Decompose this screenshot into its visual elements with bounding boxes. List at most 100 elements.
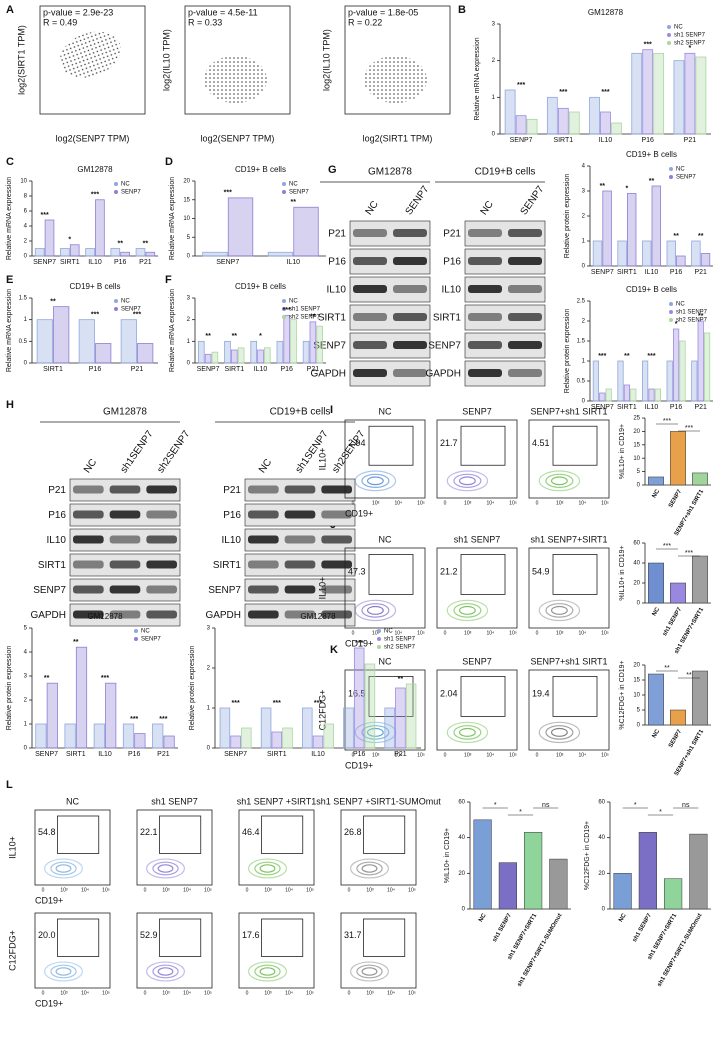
y-tick-label: 0 (637, 601, 641, 607)
significance: *** (133, 312, 141, 319)
contour (366, 727, 384, 737)
panel-label: H (6, 399, 14, 411)
band (248, 485, 279, 494)
flow-tick: 10⁴ (183, 990, 191, 996)
y-tick-label: 10 (20, 179, 27, 185)
y-tick-label: 3 (207, 626, 211, 632)
y-tick-label: 2.5 (577, 299, 586, 305)
x-tick-label: P21 (157, 751, 170, 758)
y-tick-label: 20 (633, 663, 640, 669)
flow-tick: 10³ (264, 990, 272, 996)
bar (95, 343, 112, 364)
contour (50, 861, 77, 876)
flow-title: sh1 SENP7 +SIRT1-SUMOmut (316, 796, 441, 806)
flow-tick: 10³ (464, 630, 472, 636)
flow-frame (34, 912, 111, 989)
bar (230, 735, 241, 749)
bar (241, 727, 252, 749)
y-tick-label: 60 (598, 800, 605, 806)
legend-label: NC (676, 302, 685, 308)
x-tick-label: SENP7 (35, 751, 58, 758)
flow-tick: 10⁴ (578, 630, 586, 636)
flow-frame (344, 419, 426, 499)
contour (446, 470, 489, 492)
band (321, 560, 352, 569)
flow-frame (340, 912, 417, 989)
contour (545, 603, 574, 618)
y-tick-label: 1.5 (19, 296, 28, 302)
significance: *** (283, 307, 291, 314)
bar (664, 878, 683, 910)
bar (135, 248, 146, 257)
y-tick-label: 2 (582, 214, 586, 220)
chart-title: GM12878 (588, 8, 624, 17)
y-tick-label: 1 (492, 95, 496, 101)
band (353, 257, 387, 265)
bar (557, 107, 569, 135)
flow-ylabel: C12FDG+ (7, 930, 17, 971)
bar (46, 682, 58, 749)
lane-label: NC (82, 457, 99, 475)
band (393, 369, 427, 377)
row-label: GAPDH (425, 369, 461, 380)
bar (283, 314, 291, 364)
flow-tick: 10⁵ (601, 630, 609, 636)
y-tick-label: 1 (582, 359, 586, 365)
band (146, 585, 177, 594)
gate (261, 918, 304, 957)
contour (361, 864, 378, 873)
lane-label: NC (364, 199, 381, 217)
y-tick-label: 0 (24, 361, 28, 367)
significance: *** (355, 640, 363, 647)
significance: ** (232, 333, 238, 340)
panel-label: L (6, 779, 13, 791)
bar (105, 682, 117, 749)
legend-swatch (667, 33, 671, 37)
significance: ** (50, 299, 56, 306)
gate-value: 31.7 (344, 930, 362, 940)
bar (703, 332, 711, 402)
band (321, 485, 352, 494)
gate (460, 554, 506, 595)
legend-label: SENP7 (121, 190, 141, 196)
significance: ** (44, 675, 50, 682)
flow-title: SENP7+sh1 SIRT1 (530, 656, 607, 666)
significance: *** (130, 716, 138, 723)
bar (78, 319, 95, 364)
flow-tick: 10³ (464, 752, 472, 758)
contour (55, 967, 72, 976)
flow-frame (34, 809, 111, 886)
gate (368, 676, 414, 717)
legend-swatch (669, 167, 673, 171)
legend-swatch (114, 190, 118, 194)
legend-label: NC (676, 167, 685, 173)
band (73, 510, 104, 519)
scatter-ylabel: log2(SIRT1 TPM) (16, 25, 26, 95)
flow-tick: 10⁵ (509, 630, 517, 636)
significance: *** (91, 192, 99, 199)
bar (504, 89, 516, 135)
bar (44, 219, 55, 257)
x-tick-label: SIRT1 (553, 137, 573, 144)
contour (43, 858, 83, 879)
significance: * (519, 809, 522, 816)
gate (460, 676, 506, 717)
band (393, 285, 427, 293)
y-tick-label: 2 (24, 698, 28, 704)
contour (146, 961, 186, 982)
bar (568, 111, 580, 135)
lane-label: NC (479, 199, 496, 217)
bar (670, 709, 686, 726)
row-label: SIRT1 (433, 313, 462, 324)
legend-swatch (667, 25, 671, 29)
legend-swatch (667, 41, 671, 45)
flow-title: sh1 SENP7 (151, 796, 198, 806)
y-tick-label: 10 (183, 216, 190, 222)
band (508, 257, 542, 265)
flow-tick: 10⁵ (417, 630, 425, 636)
y-tick-label: 3 (187, 296, 191, 302)
contour (259, 967, 276, 976)
y-tick-label: 0 (492, 132, 496, 138)
panel-label: B (458, 4, 466, 16)
significance: ** (624, 353, 630, 360)
